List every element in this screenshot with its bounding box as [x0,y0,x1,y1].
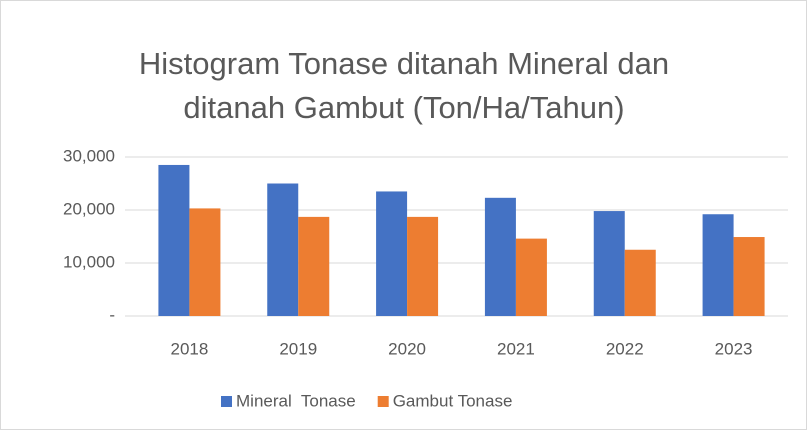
bar [376,191,408,316]
x-tick-label: 2019 [279,339,317,358]
x-tick-label: 2023 [715,339,753,358]
bar [189,208,221,316]
y-tick-label: 20,000 [63,199,115,218]
bar [407,216,439,316]
bar [158,164,190,316]
x-tick-label: 2018 [171,339,209,358]
bar [267,183,299,316]
bar [702,214,734,316]
y-tick-label: - [109,305,115,324]
bar [733,237,765,316]
legend-swatch [221,396,232,407]
bar [484,197,516,316]
bar [515,238,547,316]
legend-label: Mineral Tonase [236,391,356,410]
x-tick-label: 2020 [388,339,426,358]
bar [624,249,656,316]
bar [593,211,625,316]
chart-title: Histogram Tonase ditanah Mineral dan dit… [138,46,670,125]
x-tick-label: 2021 [497,339,535,358]
y-tick-label: 10,000 [63,252,115,271]
legend-swatch [377,396,389,407]
x-tick-label: 2022 [606,339,644,358]
legend-label: Gambut Tonase [393,391,513,410]
bar [298,216,330,316]
y-tick-label: 30,000 [63,146,115,165]
